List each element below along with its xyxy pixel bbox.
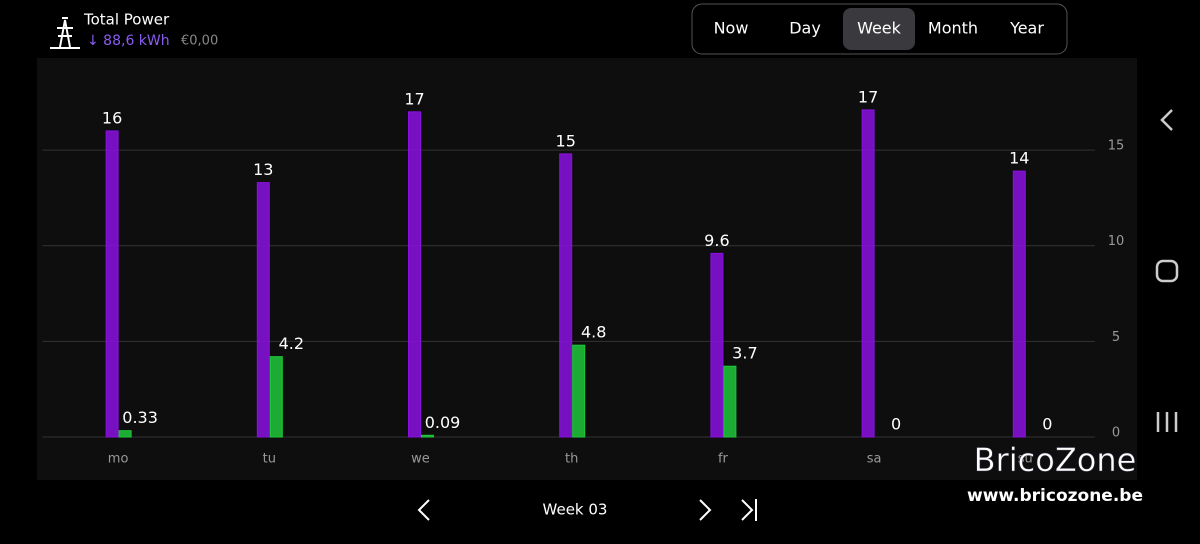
value-label: 14 [1009,149,1029,168]
bar [559,153,573,438]
value-label: 4.2 [279,334,304,353]
value-label: 0.33 [122,408,158,427]
chart-panel [37,58,1137,480]
nav-home[interactable] [1155,259,1179,283]
prev-button[interactable] [417,499,430,521]
watermark-brand: BricoZone [974,441,1137,479]
bar [408,111,421,438]
y-tick-label: 5 [1112,330,1120,345]
value-label: 3.7 [732,344,757,363]
watermark-url: www.bricozone.be [967,486,1143,506]
bar [861,109,875,438]
x-tick-label: su [1018,452,1033,467]
y-tick-label: 0 [1112,426,1120,441]
nav-recent[interactable] [1156,412,1178,432]
power-icon [50,17,80,49]
bar [1012,170,1026,438]
tab[interactable]: Year [1009,19,1044,38]
value-label: 0 [891,415,901,434]
value-label: 17 [858,87,878,106]
value-label: 4.8 [581,323,606,342]
value-label: 13 [253,160,273,179]
tab[interactable]: Now [714,19,749,38]
last-button[interactable] [741,499,757,521]
y-tick-label: 10 [1108,234,1125,249]
period-label: Week 03 [543,501,608,519]
x-tick-label: sa [867,452,882,467]
bar [710,252,724,438]
bar [256,182,270,438]
header-energy: ↓ 88,6 kWh [87,33,170,49]
value-label: 0 [1042,415,1052,434]
header-cost: €0,00 [181,34,218,49]
x-tick-label: we [411,452,430,467]
x-tick-label: fr [718,452,729,467]
tab[interactable]: Day [789,19,821,38]
nav-back[interactable] [1160,109,1173,131]
value-label: 17 [404,89,424,108]
tab-highlight [843,8,915,50]
bar [572,344,586,438]
value-label: 16 [102,108,122,127]
next-button[interactable] [699,499,712,521]
bar [118,430,132,438]
y-tick-label: 15 [1108,139,1125,154]
x-tick-label: th [565,452,578,467]
bar [105,130,119,438]
value-label: 15 [556,131,576,150]
value-label: 9.6 [704,231,729,250]
tab[interactable]: Week [857,19,902,38]
header-title: Total Power [83,11,170,29]
x-tick-label: mo [108,452,129,467]
tab[interactable]: Month [928,19,978,38]
bar [421,434,434,438]
bar [269,356,283,438]
value-label: 0.09 [425,413,461,432]
bar [723,365,737,438]
x-tick-label: tu [263,452,276,467]
